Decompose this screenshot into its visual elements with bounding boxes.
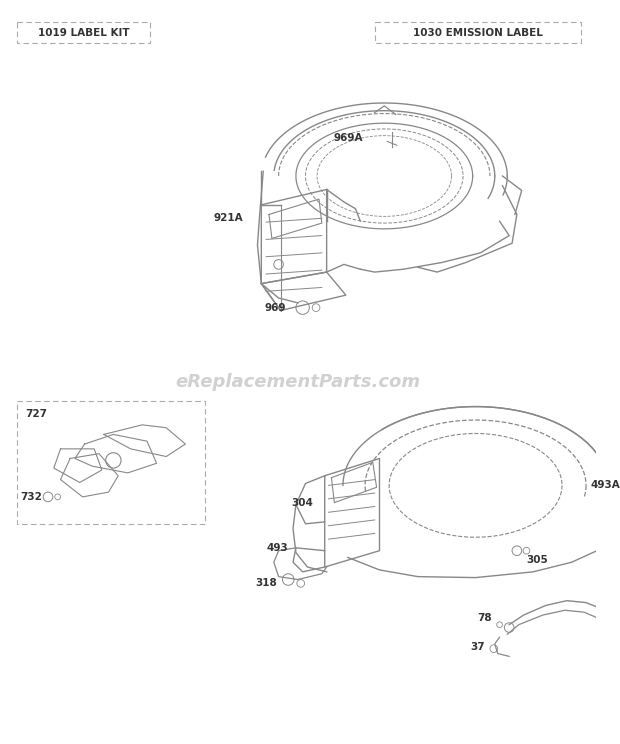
Text: 969: 969 — [265, 303, 286, 312]
Text: 969A: 969A — [334, 132, 363, 143]
Text: 493A: 493A — [591, 481, 620, 490]
Bar — [17, 22, 150, 43]
Text: 78: 78 — [477, 613, 492, 623]
Text: eReplacementParts.com: eReplacementParts.com — [175, 373, 420, 391]
Bar — [374, 22, 581, 43]
Text: 304: 304 — [291, 498, 313, 507]
Text: 37: 37 — [471, 642, 485, 652]
Bar — [17, 401, 205, 524]
Text: 305: 305 — [526, 555, 548, 565]
Text: 493: 493 — [267, 543, 288, 553]
Text: 921A: 921A — [213, 214, 243, 223]
Text: 727: 727 — [25, 409, 47, 420]
Text: 1030 EMISSION LABEL: 1030 EMISSION LABEL — [412, 28, 542, 38]
Text: 732: 732 — [20, 492, 42, 502]
Text: 318: 318 — [255, 578, 277, 589]
Text: 1019 LABEL KIT: 1019 LABEL KIT — [38, 28, 130, 38]
